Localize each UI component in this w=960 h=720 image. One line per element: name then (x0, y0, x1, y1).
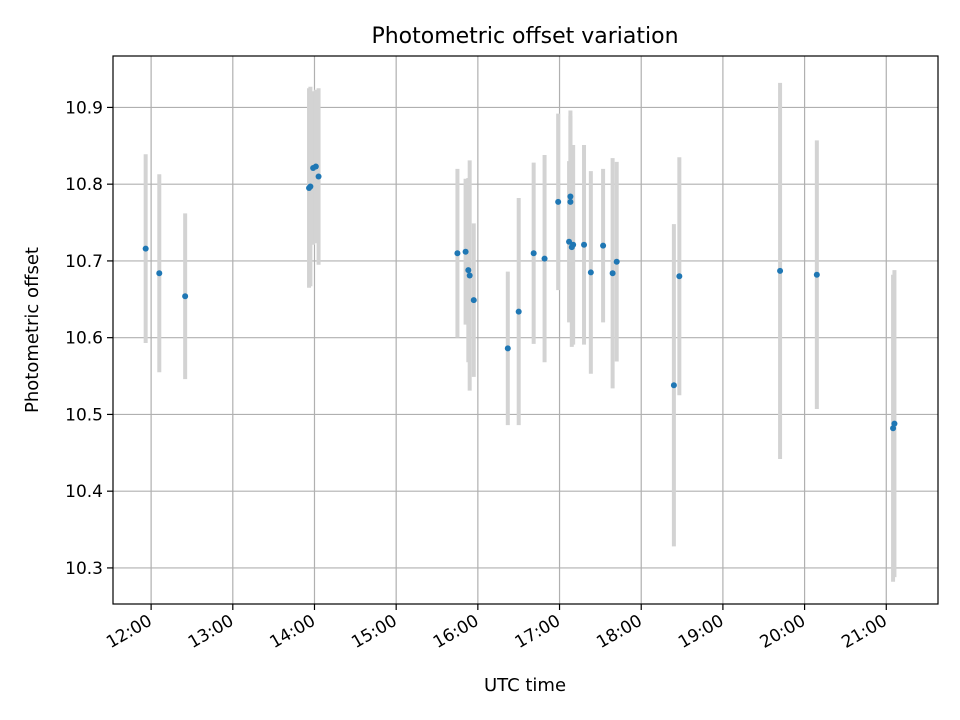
data-point (530, 250, 537, 257)
x-tick-label: 15:00 (348, 611, 400, 653)
data-point (470, 297, 477, 304)
y-tick-label: 10.8 (65, 175, 103, 195)
y-tick-label: 10.4 (65, 482, 103, 502)
data-point (813, 271, 820, 278)
data-point (891, 420, 898, 427)
plot-frame (112, 55, 939, 605)
data-point (462, 248, 469, 255)
data-point (567, 193, 574, 200)
y-axis-label: Photometric offset (22, 247, 43, 413)
y-tick-label: 10.7 (65, 252, 103, 272)
plot-area (112, 55, 939, 605)
data-point (515, 308, 522, 315)
data-point (581, 241, 588, 248)
data-point (600, 242, 607, 249)
data-point (609, 270, 616, 277)
x-axis-label: UTC time (484, 675, 566, 696)
data-point (315, 173, 322, 180)
y-tick-label: 10.5 (65, 405, 103, 425)
data-point (570, 241, 577, 248)
x-tick-label: 14:00 (267, 611, 319, 653)
chart-title: Photometric offset variation (371, 24, 678, 49)
x-axis-ticks: 12:00 13:00 14:00 15:00 16:00 17:00 18:00 19:00… (103, 604, 891, 653)
data-point (156, 270, 163, 277)
x-tick-label: 20:00 (757, 611, 809, 653)
data-point (566, 238, 573, 245)
x-tick-label: 17:00 (512, 611, 564, 653)
data-point (465, 267, 472, 274)
x-tick-label: 12:00 (103, 611, 155, 653)
data-point (890, 425, 897, 432)
y-axis-ticks: 10.3 10.4 10.5 10.6 10.7 10.8 10.9 (65, 98, 113, 579)
data-point (670, 382, 677, 389)
plot-background (113, 56, 938, 604)
x-tick-label: 21:00 (838, 611, 890, 653)
data-point (182, 293, 189, 300)
x-tick-label: 19:00 (675, 611, 727, 653)
y-tick-label: 10.9 (65, 98, 103, 118)
data-point (466, 272, 473, 279)
data-point (142, 245, 149, 252)
data-point (555, 198, 562, 205)
y-tick-label: 10.6 (65, 329, 103, 349)
data-point (312, 163, 319, 170)
data-point (567, 198, 574, 205)
data-point (613, 258, 620, 265)
data-points (142, 163, 898, 432)
data-point (777, 267, 784, 274)
data-point (541, 255, 548, 262)
data-point (676, 273, 683, 280)
data-point (307, 183, 314, 190)
y-tick-label: 10.3 (65, 559, 103, 579)
data-point (454, 250, 461, 257)
data-point (587, 269, 594, 276)
data-point (504, 345, 511, 352)
x-tick-label: 18:00 (593, 611, 645, 653)
x-tick-label: 13:00 (185, 611, 237, 653)
x-tick-label: 16:00 (430, 611, 482, 653)
